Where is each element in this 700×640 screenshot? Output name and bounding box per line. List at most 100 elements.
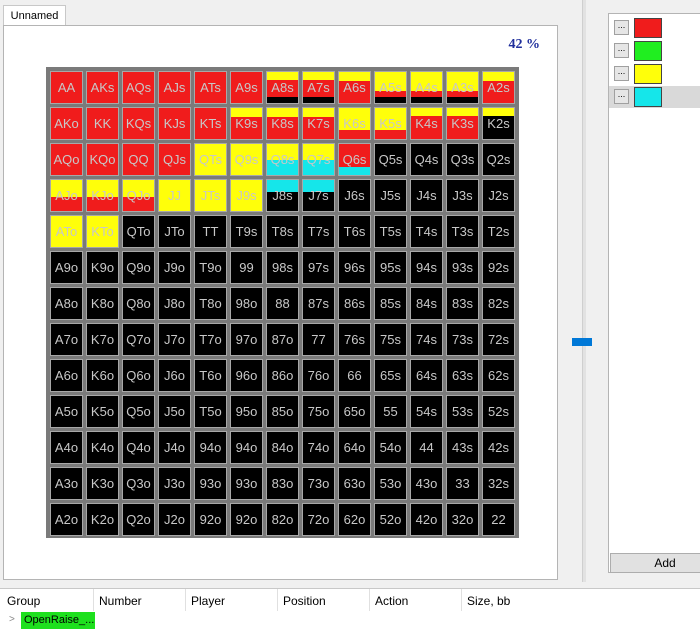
hand-cell[interactable]: T3s xyxy=(446,215,479,248)
column-header-size[interactable]: Size, bb xyxy=(467,594,511,608)
group-openraise[interactable]: OpenRaise_... xyxy=(21,612,95,629)
hand-cell[interactable]: A3s xyxy=(446,71,479,104)
hand-cell[interactable]: Q6o xyxy=(122,359,155,392)
hand-cell[interactable]: 83o xyxy=(266,467,299,500)
hand-cell[interactable]: 75s xyxy=(374,323,407,356)
hand-cell[interactable]: Q5o xyxy=(122,395,155,428)
hand-cell[interactable]: 42s xyxy=(482,431,515,464)
hand-cell[interactable]: 74o xyxy=(302,431,335,464)
hand-cell[interactable]: TT xyxy=(194,215,227,248)
hand-cell[interactable]: 44 xyxy=(410,431,443,464)
hand-cell[interactable]: Q9o xyxy=(122,251,155,284)
hand-cell[interactable]: T7s xyxy=(302,215,335,248)
expand-icon[interactable]: > xyxy=(9,614,15,625)
color-swatch-red[interactable] xyxy=(634,18,662,38)
hand-cell[interactable]: T6o xyxy=(194,359,227,392)
hand-cell[interactable]: 32s xyxy=(482,467,515,500)
hand-cell[interactable]: J2s xyxy=(482,179,515,212)
hand-cell[interactable]: T8o xyxy=(194,287,227,320)
hand-cell[interactable]: K9o xyxy=(86,251,119,284)
hand-cell[interactable]: 83s xyxy=(446,287,479,320)
hand-cell[interactable]: K5s xyxy=(374,107,407,140)
hand-cell[interactable]: K9s xyxy=(230,107,263,140)
hand-cell[interactable]: Q5s xyxy=(374,143,407,176)
hand-cell[interactable]: 62o xyxy=(338,503,371,536)
hand-cell[interactable]: J9o xyxy=(158,251,191,284)
hand-cell[interactable]: T5s xyxy=(374,215,407,248)
hand-cell[interactable]: KTs xyxy=(194,107,227,140)
hand-cell[interactable]: Q8s xyxy=(266,143,299,176)
hand-cell[interactable]: T6s xyxy=(338,215,371,248)
hand-cell[interactable]: A9o xyxy=(50,251,83,284)
hand-cell[interactable]: 53o xyxy=(374,467,407,500)
hand-cell[interactable]: J4s xyxy=(410,179,443,212)
hand-cell[interactable]: 84o xyxy=(266,431,299,464)
hand-cell[interactable]: JJ xyxy=(158,179,191,212)
hand-cell[interactable]: K6s xyxy=(338,107,371,140)
hand-cell[interactable]: QQ xyxy=(122,143,155,176)
hand-cell[interactable]: A4s xyxy=(410,71,443,104)
hand-cell[interactable]: 82s xyxy=(482,287,515,320)
hand-cell[interactable]: 22 xyxy=(482,503,515,536)
splitter-handle[interactable] xyxy=(572,338,592,346)
hand-cell[interactable]: 95s xyxy=(374,251,407,284)
hand-cell[interactable]: K3s xyxy=(446,107,479,140)
hand-cell[interactable]: A6s xyxy=(338,71,371,104)
hand-cell[interactable]: 94s xyxy=(410,251,443,284)
hand-cell[interactable]: 33 xyxy=(446,467,479,500)
hand-cell[interactable]: T9o xyxy=(194,251,227,284)
hand-cell[interactable]: ATo xyxy=(50,215,83,248)
hand-cell[interactable]: 32o xyxy=(446,503,479,536)
hand-cell[interactable]: K8o xyxy=(86,287,119,320)
legend-options-button[interactable]: ... xyxy=(614,20,629,35)
hand-cell[interactable]: K4s xyxy=(410,107,443,140)
hand-cell[interactable]: A7s xyxy=(302,71,335,104)
hand-cell[interactable]: 95o xyxy=(230,395,263,428)
hand-cell[interactable]: KK xyxy=(86,107,119,140)
column-header-position[interactable]: Position xyxy=(278,589,370,611)
legend-options-button[interactable]: ... xyxy=(614,66,629,81)
column-header-action[interactable]: Action xyxy=(370,589,462,611)
hand-cell[interactable]: 63s xyxy=(446,359,479,392)
hand-cell[interactable]: 62s xyxy=(482,359,515,392)
hand-cell[interactable]: 76o xyxy=(302,359,335,392)
hand-cell[interactable]: AA xyxy=(50,71,83,104)
legend-row-red[interactable]: ... xyxy=(609,17,700,39)
hand-cell[interactable]: 93o xyxy=(194,467,227,500)
hand-cell[interactable]: 85s xyxy=(374,287,407,320)
hand-cell[interactable]: 86o xyxy=(266,359,299,392)
column-header-number[interactable]: Number xyxy=(94,589,186,611)
hand-cell[interactable]: JTo xyxy=(158,215,191,248)
hand-cell[interactable]: 98o xyxy=(230,287,263,320)
hand-cell[interactable]: A2o xyxy=(50,503,83,536)
hand-cell[interactable]: 92s xyxy=(482,251,515,284)
hand-cell[interactable]: ATs xyxy=(194,71,227,104)
color-swatch-yellow[interactable] xyxy=(634,64,662,84)
hand-cell[interactable]: AJo xyxy=(50,179,83,212)
color-swatch-cyan[interactable] xyxy=(634,87,662,107)
hand-cell[interactable]: 98s xyxy=(266,251,299,284)
hand-cell[interactable]: 65o xyxy=(338,395,371,428)
hand-cell[interactable]: 77 xyxy=(302,323,335,356)
hand-cell[interactable]: K2s xyxy=(482,107,515,140)
hand-cell[interactable]: AQs xyxy=(122,71,155,104)
hand-cell[interactable]: K5o xyxy=(86,395,119,428)
hand-cell[interactable]: Q2s xyxy=(482,143,515,176)
hand-cell[interactable]: 53s xyxy=(446,395,479,428)
hand-cell[interactable]: Q7s xyxy=(302,143,335,176)
hand-cell[interactable]: 54o xyxy=(374,431,407,464)
hand-cell[interactable]: Q6s xyxy=(338,143,371,176)
hand-cell[interactable]: QJo xyxy=(122,179,155,212)
hand-cell[interactable]: Q9s xyxy=(230,143,263,176)
hand-cell[interactable]: 99 xyxy=(230,251,263,284)
add-button[interactable]: Add xyxy=(610,553,700,573)
hand-cell[interactable]: J2o xyxy=(158,503,191,536)
legend-options-button[interactable]: ... xyxy=(614,43,629,58)
hand-cell[interactable]: J8o xyxy=(158,287,191,320)
hand-cell[interactable]: 54s xyxy=(410,395,443,428)
legend-row-cyan[interactable]: ... xyxy=(609,86,700,108)
hand-cell[interactable]: J8s xyxy=(266,179,299,212)
hand-cell[interactable]: J5s xyxy=(374,179,407,212)
hand-cell[interactable]: 52s xyxy=(482,395,515,428)
hand-cell[interactable]: KTo xyxy=(86,215,119,248)
